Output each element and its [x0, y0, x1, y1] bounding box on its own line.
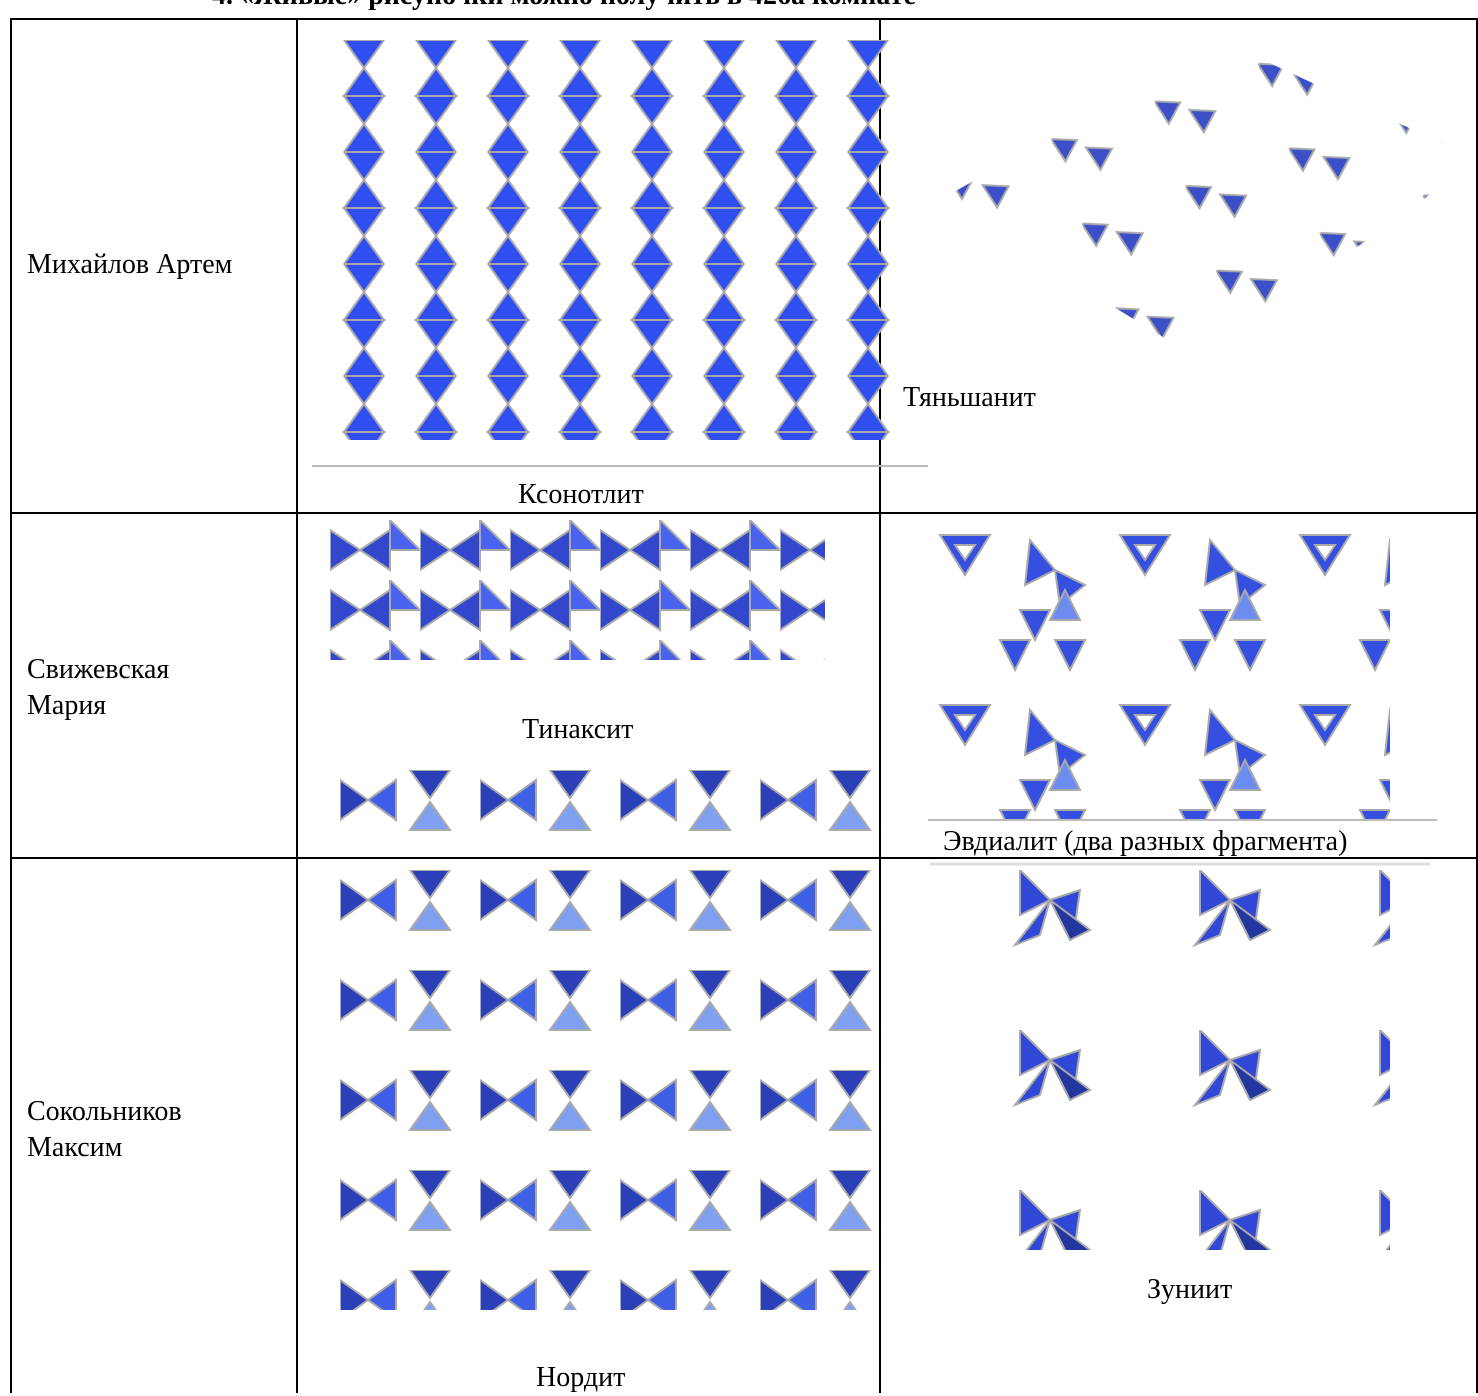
- heading: 4. «Живые» рисуночки можно получить в 42…: [212, 0, 916, 14]
- name: Максим: [27, 1132, 123, 1163]
- caption: Эвдиалит (два разных фрагмента): [943, 826, 1348, 857]
- border: [879, 18, 881, 1393]
- caption: Тинаксит: [522, 714, 634, 745]
- border: [1476, 18, 1478, 1393]
- name: Мария: [27, 690, 107, 721]
- border: [10, 512, 1478, 514]
- border: [296, 18, 298, 1393]
- caption: Нордит: [536, 1362, 626, 1393]
- border: [10, 18, 1478, 20]
- caption: Тяньшанит: [903, 382, 1036, 413]
- name: Михайлов Артем: [27, 249, 233, 280]
- name: Свижевская: [27, 654, 170, 685]
- border: [10, 18, 12, 1393]
- caption: Ксонотлит: [518, 479, 644, 510]
- caption: Зуниит: [1147, 1274, 1233, 1305]
- name: Сокольников: [27, 1096, 182, 1127]
